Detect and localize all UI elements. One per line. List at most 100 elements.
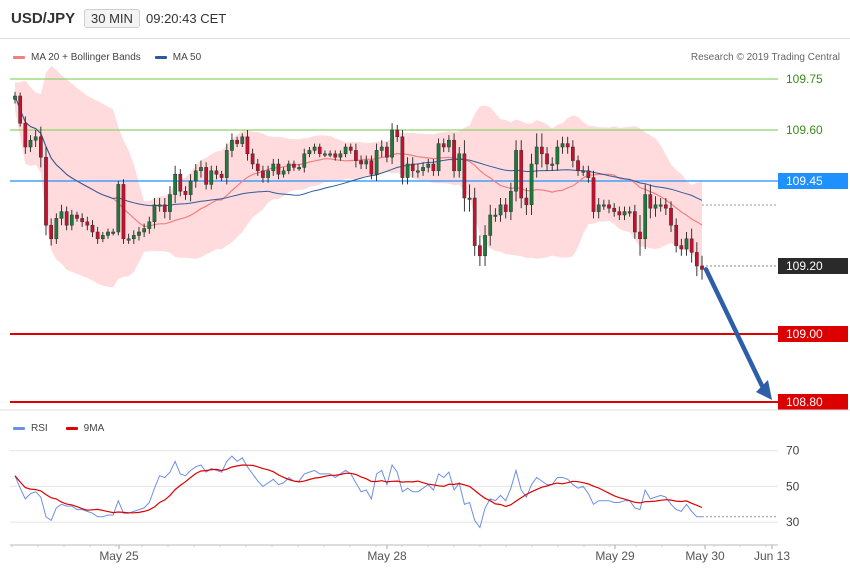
candle <box>503 198 508 219</box>
candle <box>235 136 239 147</box>
candle-body <box>111 231 115 234</box>
candle-body <box>488 214 493 236</box>
candle-body <box>162 204 167 212</box>
candle <box>266 165 270 183</box>
candle <box>64 206 69 231</box>
candle-body <box>85 221 90 226</box>
candle <box>400 130 405 185</box>
candle-body <box>250 153 255 165</box>
candle-body <box>622 211 627 216</box>
candle-body <box>38 136 43 158</box>
candle <box>529 153 534 215</box>
candle <box>663 198 668 215</box>
candle <box>385 141 389 163</box>
candle-body <box>69 214 74 226</box>
candle <box>333 150 338 161</box>
candle <box>75 211 79 222</box>
x-tick-label: May 25 <box>99 549 139 563</box>
level-label-109.75: 109.75 <box>786 72 823 86</box>
candle-body <box>359 160 363 165</box>
legend-rsi-label: RSI <box>31 423 48 434</box>
candle <box>131 230 136 244</box>
candle-body <box>59 211 64 219</box>
x-tick-label: May 29 <box>595 549 635 563</box>
candle <box>276 158 281 180</box>
candle <box>162 198 167 219</box>
candle-body <box>183 190 188 195</box>
candle-body <box>354 150 358 161</box>
candle <box>116 181 121 236</box>
symbol-title: USD/JPY <box>11 10 76 27</box>
candle <box>142 223 146 238</box>
candle-body <box>627 211 632 214</box>
rsi-tick-70: 70 <box>786 444 800 458</box>
candle-body <box>493 214 498 217</box>
candle-body <box>240 136 245 144</box>
candle-body <box>679 245 684 250</box>
candle-body <box>498 204 503 216</box>
candles-layer <box>13 91 704 280</box>
candle-body <box>199 167 203 172</box>
candle <box>462 140 467 212</box>
candle <box>509 182 513 221</box>
candle <box>240 133 245 147</box>
candle <box>157 198 162 212</box>
candle <box>565 136 570 154</box>
candle <box>545 147 549 171</box>
candle-body <box>385 146 389 158</box>
candle <box>617 206 622 221</box>
candle <box>317 143 322 158</box>
candle-body <box>467 197 472 200</box>
candle-body <box>33 136 38 141</box>
candle <box>684 232 689 256</box>
candle-body <box>483 235 487 257</box>
candle-body <box>64 211 69 226</box>
rsi-line <box>14 455 702 529</box>
candle-body <box>684 238 689 250</box>
candle <box>28 135 33 153</box>
level-label-109.60: 109.60 <box>786 123 823 137</box>
candle <box>95 226 100 244</box>
candle-body <box>214 170 219 175</box>
candle <box>560 136 565 154</box>
timeframe-badge[interactable]: 30 MIN <box>84 9 140 28</box>
candle <box>679 238 684 256</box>
candle-body <box>178 173 183 192</box>
candle-body <box>23 122 28 148</box>
candle <box>147 216 152 234</box>
candle-body <box>632 211 637 233</box>
candle-body <box>44 156 48 226</box>
level-tag-109.00 <box>778 326 848 342</box>
candle <box>214 165 219 180</box>
candle <box>13 91 17 104</box>
candle-body <box>364 160 369 165</box>
candle <box>219 170 224 181</box>
candle-body <box>348 146 353 151</box>
candle <box>354 143 358 168</box>
candle <box>209 165 214 190</box>
candle-body <box>658 204 663 207</box>
candle <box>390 123 394 164</box>
candle <box>193 164 198 188</box>
x-tick-label: May 28 <box>367 549 407 563</box>
forecast-arrow-shaft <box>703 267 767 393</box>
legend-rsi: RSI 9MA <box>13 423 104 434</box>
level-label-109.20: 109.20 <box>786 259 823 273</box>
candle <box>441 138 446 153</box>
candle-body <box>540 146 544 155</box>
candle-body <box>147 221 152 229</box>
candle <box>431 158 436 176</box>
candle-body <box>689 238 694 253</box>
candle <box>286 160 291 175</box>
rsi-tick-50: 50 <box>786 479 800 493</box>
candle <box>359 155 363 170</box>
candle-body <box>638 231 642 240</box>
candle-body <box>286 163 291 172</box>
candle <box>571 140 575 168</box>
candle-body <box>694 252 699 267</box>
candle <box>426 158 431 173</box>
candle <box>498 198 503 222</box>
candle <box>307 147 312 158</box>
candle <box>230 133 234 158</box>
candle <box>591 170 596 219</box>
